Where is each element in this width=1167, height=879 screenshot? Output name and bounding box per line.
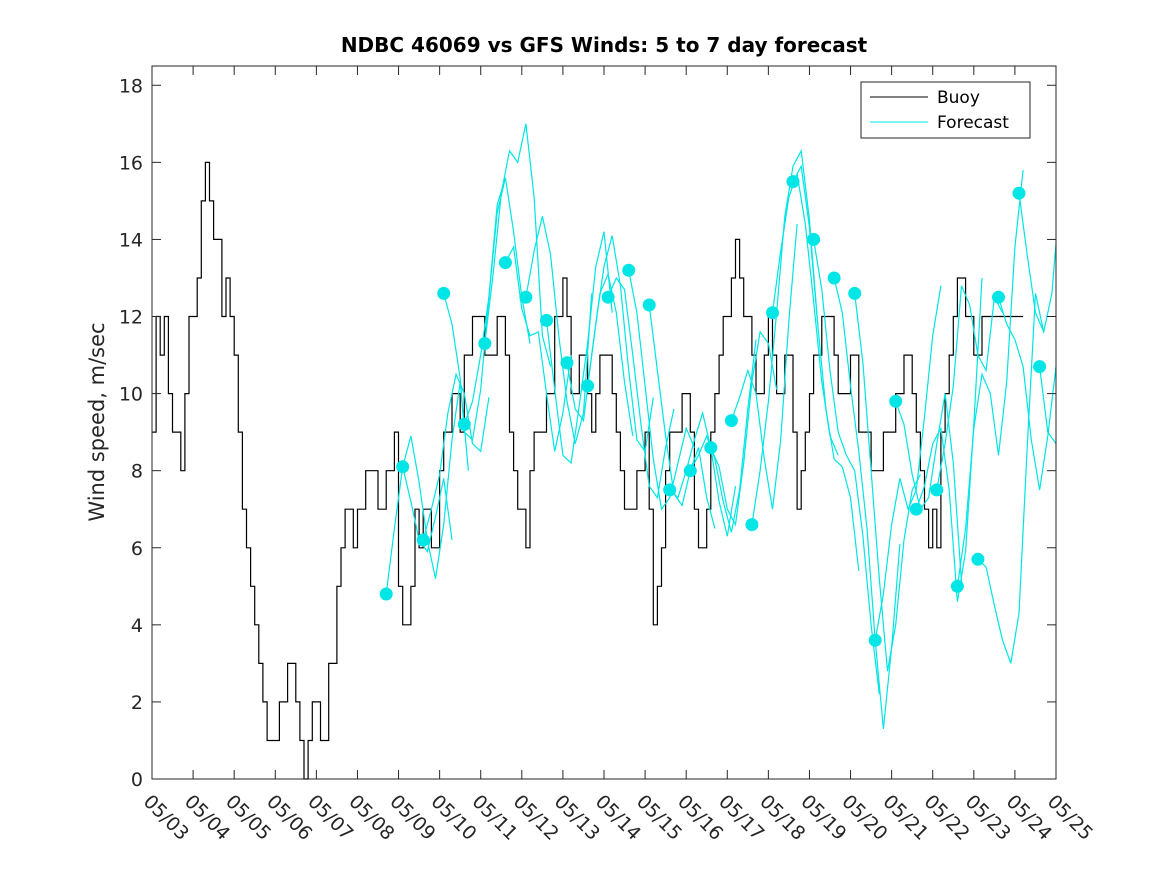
forecast-series-layer <box>385 123 1057 729</box>
forecast-run-line-5 <box>484 123 552 367</box>
chart-title: NDBC 46069 vs GFS Winds: 5 to 7 day fore… <box>341 33 868 57</box>
forecast-run-line-28 <box>956 170 1024 587</box>
forecast-marker-31 <box>1012 186 1026 200</box>
forecast-run-line-10 <box>587 235 654 453</box>
forecast-marker-17 <box>724 414 738 428</box>
forecast-marker-15 <box>683 464 697 478</box>
forecast-marker-8 <box>540 313 553 327</box>
y-tick-label: 18 <box>119 75 143 97</box>
forecast-marker-21 <box>807 232 821 246</box>
forecast-marker-4 <box>457 417 471 431</box>
forecast-marker-27 <box>930 483 944 497</box>
forecast-run-line-4 <box>463 177 531 425</box>
legend-label-buoy: Buoy <box>937 88 980 108</box>
forecast-run-line-17 <box>730 223 798 510</box>
forecast-run-line-31 <box>1018 193 1057 334</box>
forecast-marker-6 <box>498 256 512 270</box>
forecast-marker-9 <box>560 356 574 370</box>
forecast-marker-18 <box>745 518 759 532</box>
forecast-run-line-18 <box>751 148 819 525</box>
legend-box <box>860 81 1031 139</box>
plot-area <box>152 66 1056 779</box>
forecast-marker-10 <box>581 379 595 393</box>
forecast-run-line-7 <box>525 216 593 444</box>
forecast-marker-13 <box>642 298 656 312</box>
forecast-marker-7 <box>519 290 533 304</box>
chart-legend: Buoy Forecast <box>860 81 1031 139</box>
forecast-marker-26 <box>909 502 923 516</box>
forecast-marker-1 <box>396 460 410 474</box>
forecast-marker-23 <box>848 286 862 300</box>
forecast-run-line-13 <box>648 304 716 529</box>
forecast-markers-layer <box>379 175 1047 647</box>
forecast-marker-24 <box>868 633 882 647</box>
forecast-run-line-30 <box>997 297 1057 490</box>
forecast-marker-0 <box>379 587 393 601</box>
forecast-marker-5 <box>478 337 492 350</box>
forecast-run-line-14 <box>669 410 737 537</box>
forecast-marker-2 <box>416 533 430 547</box>
forecast-run-line-8 <box>545 231 613 465</box>
forecast-marker-19 <box>766 306 779 320</box>
forecast-run-line-24 <box>874 285 942 641</box>
y-tick-label: 2 <box>131 692 143 714</box>
y-tick-label: 14 <box>119 229 143 251</box>
forecast-run-line-2 <box>422 372 490 541</box>
forecast-run-line-22 <box>833 277 901 729</box>
forecast-run-line-32 <box>1039 366 1057 445</box>
y-tick-label: 0 <box>131 769 143 791</box>
forecast-marker-22 <box>827 271 841 285</box>
forecast-run-line-20 <box>792 164 860 571</box>
forecast-run-line-27 <box>936 285 1004 491</box>
forecast-run-line-15 <box>689 339 757 533</box>
forecast-marker-12 <box>622 263 636 277</box>
forecast-marker-29 <box>971 552 985 566</box>
forecast-run-line-21 <box>813 239 880 695</box>
forecast-run-line-11 <box>607 276 675 500</box>
forecast-marker-30 <box>992 290 1005 304</box>
legend-label-forecast: Forecast <box>937 113 1009 133</box>
forecast-run-line-29 <box>977 293 1045 664</box>
y-axis: 0 2 4 6 8 10 12 14 16 18 <box>119 75 1056 791</box>
forecast-marker-25 <box>889 394 903 408</box>
forecast-run-line-12 <box>628 270 695 511</box>
forecast-marker-28 <box>950 579 964 593</box>
forecast-marker-16 <box>704 441 718 455</box>
y-tick-label: 10 <box>119 384 143 406</box>
buoy-series-layer <box>152 161 1024 780</box>
y-tick-label: 8 <box>131 461 143 483</box>
forecast-marker-32 <box>1033 360 1047 374</box>
forecast-marker-3 <box>437 286 451 300</box>
forecast-marker-14 <box>663 483 677 497</box>
forecast-run-line-1 <box>402 381 469 579</box>
buoy-line <box>152 161 1024 780</box>
y-tick-label: 4 <box>131 615 143 637</box>
y-tick-label: 6 <box>131 538 143 560</box>
y-tick-label: 16 <box>119 152 143 174</box>
y-axis-label: Wind speed, m/sec <box>85 322 109 521</box>
forecast-run-line-16 <box>710 330 778 527</box>
forecast-run-line-6 <box>504 245 572 452</box>
y-tick-label: 12 <box>119 307 143 329</box>
forecast-marker-20 <box>786 175 800 189</box>
forecast-run-line-25 <box>895 393 963 583</box>
forecast-marker-11 <box>601 290 615 304</box>
